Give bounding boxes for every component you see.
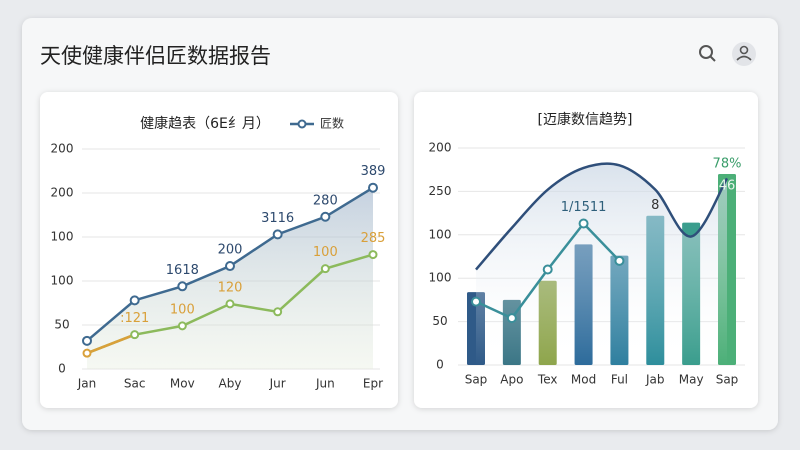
y-tick-label: 100 xyxy=(429,271,452,285)
annotation: 1618 xyxy=(166,263,199,278)
x-tick-label: Mod xyxy=(571,373,596,387)
annotation: :121 xyxy=(120,311,149,326)
legend-label: 匠数 xyxy=(320,116,344,131)
area xyxy=(87,187,373,369)
x-tick-label: Aby xyxy=(219,377,242,391)
y-tick-label: 200 xyxy=(429,141,452,155)
annotation: 389 xyxy=(361,164,386,179)
y-tick-label: 100 xyxy=(51,274,74,288)
point xyxy=(320,211,331,222)
page-title: 天使健康伴侣匠数据报告 xyxy=(40,44,271,68)
x-tick-label: Jun xyxy=(315,377,335,391)
annotation: 200 xyxy=(218,243,243,258)
x-tick-label: Jan xyxy=(77,377,97,391)
point xyxy=(614,255,625,266)
point xyxy=(578,218,589,229)
search-icon[interactable] xyxy=(699,45,716,62)
y-tick-label: 100 xyxy=(429,227,452,241)
point xyxy=(82,335,92,346)
chart-title: 健康趋表（6E纟月） xyxy=(140,115,270,132)
point xyxy=(320,264,330,274)
point xyxy=(225,261,235,272)
annotation: 46 xyxy=(719,179,736,194)
point xyxy=(177,321,187,331)
x-tick-label: Sac xyxy=(124,377,146,391)
x-tick-label: Apo xyxy=(500,373,523,387)
annotation: 78% xyxy=(713,157,742,172)
y-tick-label: 0 xyxy=(58,362,66,376)
legend-marker xyxy=(297,119,307,129)
x-tick-label: Jab xyxy=(645,373,665,387)
point xyxy=(506,313,517,324)
y-tick-label: 0 xyxy=(436,358,444,372)
y-tick-label: 50 xyxy=(432,314,447,328)
point xyxy=(82,348,92,358)
annotation: 100 xyxy=(313,245,338,260)
point xyxy=(177,281,188,292)
y-tick-label: 250 xyxy=(429,184,452,198)
annotation: 100 xyxy=(170,302,195,317)
x-tick-label: Sap xyxy=(716,373,739,387)
point xyxy=(129,295,140,306)
y-tick-label: 50 xyxy=(54,318,69,332)
y-tick-label: 200 xyxy=(51,186,74,200)
annotation: 280 xyxy=(313,193,338,208)
annotation: 120 xyxy=(218,280,243,295)
chart-title: [迈康数信趋势] xyxy=(538,111,633,128)
annotation: 3116 xyxy=(261,211,294,226)
point xyxy=(471,296,481,307)
point xyxy=(225,299,235,309)
annotation: 8 xyxy=(651,198,659,213)
line xyxy=(475,162,729,271)
user-icon[interactable] xyxy=(732,42,756,66)
x-tick-label: May xyxy=(679,373,704,387)
annotation: 285 xyxy=(361,231,386,246)
point xyxy=(130,330,140,340)
point xyxy=(273,307,283,317)
line-segment xyxy=(86,333,136,355)
point xyxy=(272,229,283,240)
y-tick-label: 100 xyxy=(51,230,74,244)
x-tick-label: Mov xyxy=(170,377,195,391)
point xyxy=(368,182,378,193)
x-tick-label: Ful xyxy=(611,373,628,387)
point xyxy=(368,250,378,260)
x-tick-label: Sap xyxy=(465,373,488,387)
x-tick-label: Tex xyxy=(537,373,558,387)
point xyxy=(542,264,553,275)
x-tick-label: Jur xyxy=(269,377,286,391)
y-tick-label: 200 xyxy=(51,142,74,156)
x-tick-label: Epr xyxy=(363,377,383,391)
area xyxy=(476,163,727,365)
annotation: 1/1511 xyxy=(561,200,607,215)
